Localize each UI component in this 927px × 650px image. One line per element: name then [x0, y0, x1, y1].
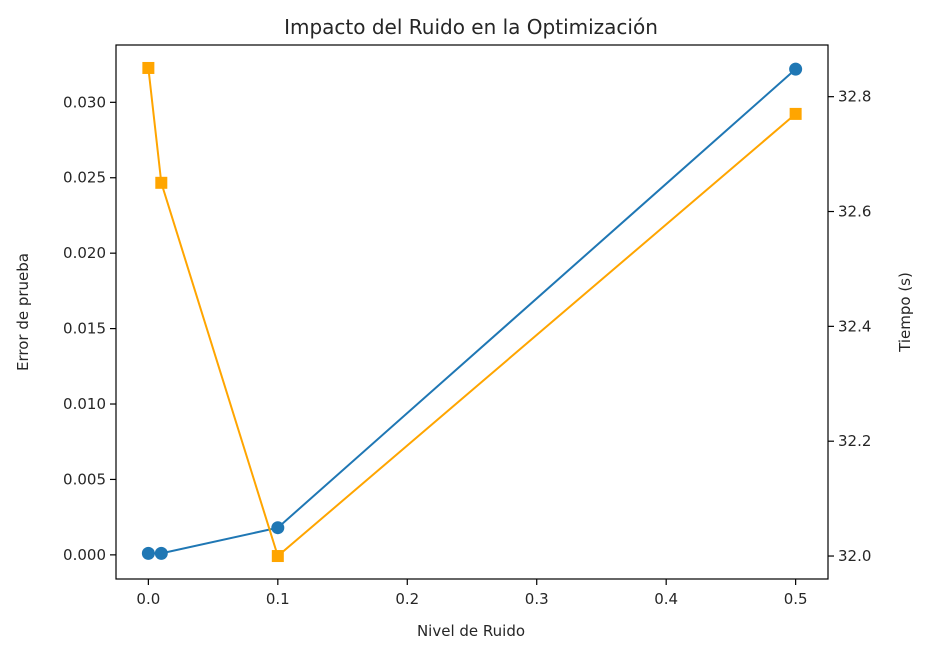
y-axis-right: 32.0 32.2 32.4 32.6 32.8 — [828, 88, 871, 565]
y-axis-left: 0.000 0.005 0.010 0.015 0.020 0.025 0.030 — [63, 93, 116, 564]
x-tick-label: 0.5 — [784, 590, 808, 608]
series-2-point — [789, 107, 802, 120]
x-axis: 0.0 0.1 0.2 0.3 0.4 0.5 — [136, 579, 808, 608]
y-tick-label-right: 32.2 — [838, 432, 871, 450]
y-axis-label-left: Error de prueba — [14, 253, 32, 371]
y-tick-label-left: 0.000 — [63, 546, 106, 564]
x-tick-label: 0.3 — [525, 590, 549, 608]
y-axis-label-right: Tiempo (s) — [896, 272, 914, 353]
x-tick-label: 0.1 — [266, 590, 290, 608]
series-1-line — [148, 68, 797, 555]
y-tick-label-right: 32.6 — [838, 203, 871, 221]
x-tick-label: 0.4 — [654, 590, 678, 608]
y-tick-label-left: 0.020 — [63, 244, 106, 262]
series-2-point — [142, 61, 155, 74]
series-1-point — [141, 546, 155, 560]
series-2-point — [155, 176, 168, 189]
y-tick-label-left: 0.005 — [63, 470, 106, 488]
x-axis-label: Nivel de Ruido — [417, 622, 525, 640]
y-tick-label-left: 0.025 — [63, 169, 106, 187]
y-tick-label-left: 0.015 — [63, 320, 106, 338]
series-1-point — [271, 521, 285, 535]
x-tick-label: 0.0 — [136, 590, 160, 608]
y-tick-label-right: 32.4 — [838, 317, 871, 335]
series-2-point — [271, 550, 284, 563]
plot-frame — [115, 44, 829, 580]
y-tick-label-left: 0.010 — [63, 395, 106, 413]
chart-title: Impacto del Ruido en la Optimización — [284, 15, 658, 39]
series-1-point — [789, 62, 803, 76]
series-1 — [141, 62, 803, 560]
y-tick-label-left: 0.030 — [63, 93, 106, 111]
series-layer — [141, 61, 803, 563]
y-tick-label-right: 32.0 — [838, 547, 871, 565]
y-tick-label-right: 32.8 — [838, 88, 871, 106]
series-2 — [142, 61, 802, 563]
series-1-point — [154, 546, 168, 560]
series-2-line — [147, 67, 797, 558]
x-tick-label: 0.2 — [395, 590, 419, 608]
